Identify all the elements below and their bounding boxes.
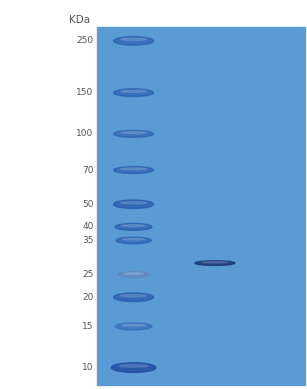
Text: 25: 25 — [82, 270, 94, 279]
Ellipse shape — [114, 200, 154, 209]
Ellipse shape — [121, 90, 146, 93]
Bar — [97, 27, 305, 385]
Ellipse shape — [195, 261, 235, 265]
Ellipse shape — [121, 168, 146, 170]
Ellipse shape — [121, 38, 146, 40]
Ellipse shape — [114, 89, 154, 96]
Text: MW: MW — [177, 0, 228, 6]
Text: 50: 50 — [82, 200, 94, 209]
Ellipse shape — [118, 272, 149, 277]
Text: 10: 10 — [82, 363, 94, 372]
Text: KDa: KDa — [69, 15, 91, 25]
Ellipse shape — [119, 364, 148, 367]
Ellipse shape — [115, 323, 152, 330]
Ellipse shape — [121, 202, 146, 204]
Text: 20: 20 — [82, 293, 94, 302]
Ellipse shape — [122, 224, 146, 227]
Ellipse shape — [121, 131, 146, 133]
Ellipse shape — [122, 324, 146, 326]
Ellipse shape — [111, 363, 156, 373]
Ellipse shape — [121, 294, 146, 297]
Text: 35: 35 — [82, 236, 94, 245]
Ellipse shape — [116, 237, 151, 244]
Ellipse shape — [115, 223, 152, 230]
Ellipse shape — [114, 166, 154, 173]
Text: 250: 250 — [76, 36, 94, 46]
Ellipse shape — [202, 261, 228, 263]
Ellipse shape — [114, 130, 154, 137]
Ellipse shape — [122, 238, 145, 240]
Text: 150: 150 — [76, 88, 94, 97]
Text: 40: 40 — [82, 223, 94, 231]
Text: 70: 70 — [82, 166, 94, 175]
Text: 15: 15 — [82, 322, 94, 331]
Ellipse shape — [114, 37, 154, 45]
Ellipse shape — [114, 293, 154, 301]
Ellipse shape — [123, 273, 143, 274]
Text: 100: 100 — [76, 130, 94, 138]
